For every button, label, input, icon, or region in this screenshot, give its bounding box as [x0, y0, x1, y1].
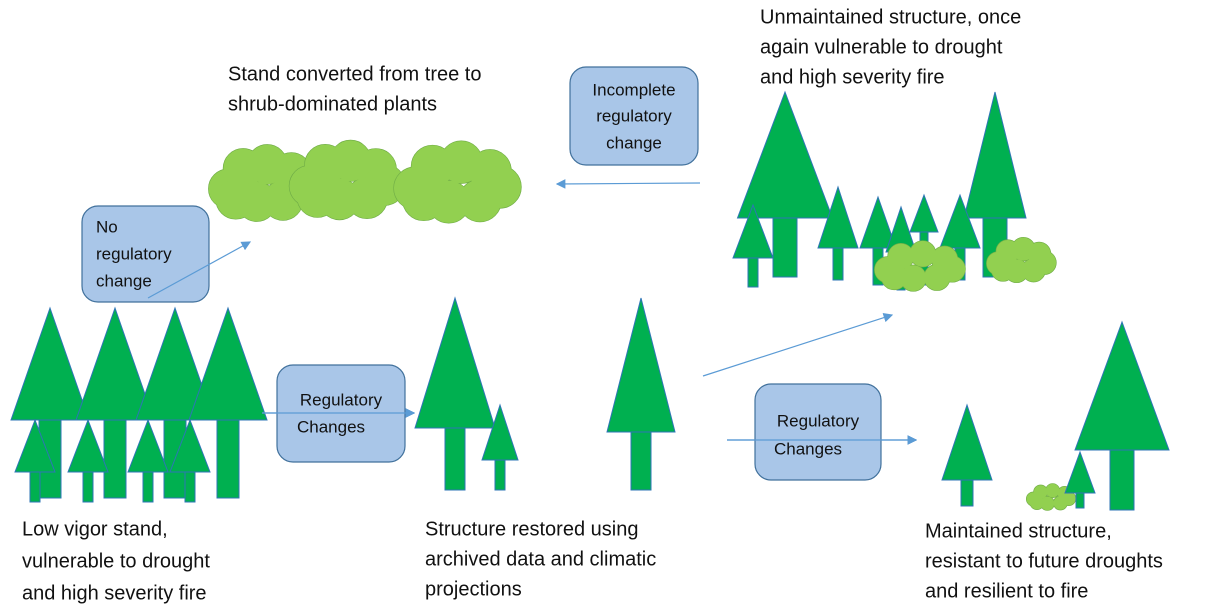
box-text: Regulatory: [777, 411, 860, 430]
trunk: [495, 459, 505, 490]
box-text: No: [96, 217, 118, 236]
shrub-lobe: [216, 180, 255, 219]
box: No regulatory change: [82, 206, 209, 302]
trunk: [104, 419, 126, 498]
crown: [11, 308, 89, 420]
arrow: [557, 183, 700, 184]
shrub: [394, 141, 521, 223]
box-text: change: [96, 271, 152, 290]
shrub-lobe: [910, 241, 936, 267]
trunk: [961, 479, 973, 506]
shrub-lobe: [403, 178, 445, 220]
crown: [942, 405, 992, 480]
label-line: projections: [425, 578, 522, 600]
label-line: Unmaintained structure, once: [760, 6, 1021, 28]
box-text: regulatory: [96, 244, 172, 263]
crown: [607, 298, 675, 432]
box-text: Regulatory: [300, 390, 383, 409]
trunk: [773, 217, 797, 277]
tree: [415, 298, 495, 490]
crown: [189, 308, 267, 420]
label-line: shrub-dominated plants: [228, 93, 437, 115]
tree: [607, 298, 675, 490]
label-line: Maintained structure,: [925, 520, 1112, 542]
trunk: [217, 419, 239, 498]
box-text: change: [606, 133, 662, 152]
trunk: [1110, 449, 1134, 510]
crown: [964, 92, 1026, 218]
box-text: regulatory: [596, 106, 672, 125]
box: Incomplete regulatory change: [570, 67, 698, 165]
crown: [910, 195, 938, 232]
label-line: vulnerable to drought: [22, 550, 210, 572]
label-line: archived data and climatic: [425, 548, 656, 570]
trunk: [748, 257, 758, 287]
shrub-lobe: [1046, 484, 1060, 498]
label-line: again vulnerable to drought: [760, 36, 1003, 58]
shrub-lobe: [1054, 496, 1068, 510]
crown: [415, 298, 495, 428]
trunk: [30, 471, 40, 502]
box-text: Incomplete: [592, 80, 675, 99]
trunk: [143, 471, 153, 502]
label-line: and resilient to fire: [925, 580, 1088, 602]
label-line: Low vigor stand,: [22, 518, 168, 540]
shrub-lobe: [924, 264, 950, 290]
tree: [128, 420, 168, 502]
trunk: [185, 471, 195, 502]
label-line: Stand converted from tree to: [228, 63, 481, 85]
box-text: Changes: [774, 439, 842, 458]
trunk: [1076, 492, 1084, 508]
shrub-lobe: [297, 176, 338, 217]
crown: [738, 92, 833, 218]
trunk: [833, 247, 843, 280]
trunk: [83, 471, 93, 502]
crown: [1065, 452, 1095, 493]
label-line: and high severity fire: [760, 66, 945, 88]
diagram: Incomplete regulatory change No regulato…: [0, 0, 1217, 608]
arrow: [703, 315, 892, 376]
box-text: Changes: [297, 417, 365, 436]
tree: [942, 405, 992, 506]
crown: [128, 420, 168, 472]
tree: [68, 420, 108, 502]
trunk: [631, 431, 651, 490]
shrub-lobe: [881, 264, 907, 290]
label-line: resistant to future droughts: [925, 550, 1163, 572]
crown: [1075, 322, 1169, 450]
trunk: [445, 427, 465, 490]
shrub-lobe: [1030, 496, 1044, 510]
shrub-lobe: [991, 258, 1014, 281]
box: Regulatory Changes: [755, 384, 881, 480]
label-line: Structure restored using: [425, 518, 638, 540]
crown: [68, 420, 108, 472]
shrub: [289, 140, 405, 219]
label-line: and high severity fire: [22, 582, 207, 604]
